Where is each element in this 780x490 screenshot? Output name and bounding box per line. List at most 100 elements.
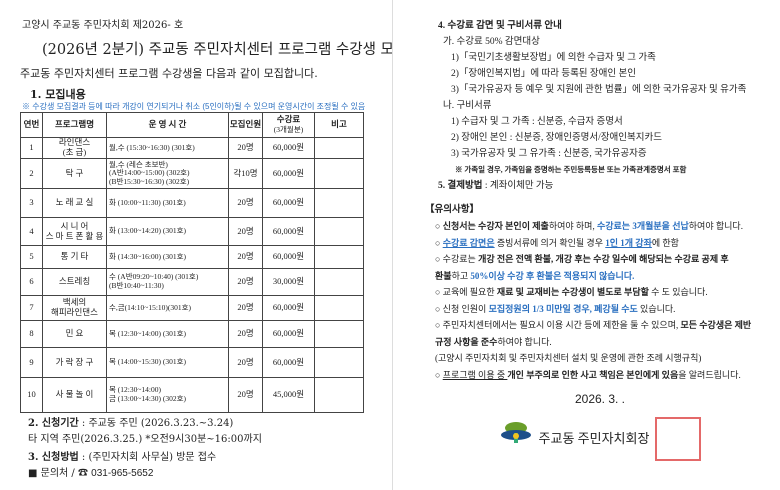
discount-item: 2)「장애인복지법」에 따라 등록된 장애인 본인	[451, 69, 636, 79]
section-1-heading: 1. 모집내용	[30, 88, 86, 101]
application-period: 2. 신청기간 : 주교동 주민 (2026.3.23.~3.24)	[28, 416, 370, 432]
schedule: 화 (10:00~11:30) (301호)	[106, 188, 229, 218]
documents-note: ※ 가족일 경우, 가족임을 증명하는 주민등록등본 또는 가족관계증명서 포함	[455, 165, 687, 174]
page-title: (2026년 2분기) 주교동 주민자치센터 프로그램 수강생 모집	[42, 42, 408, 58]
notice-segment: (고양시 주민자치회 및 주민자치센터 설치 및 운영에 관한 조례 시행규칙)	[435, 353, 702, 363]
notice-segment: ○ 수강료는	[435, 254, 479, 264]
program-name: 가 락 장 구	[42, 347, 107, 378]
notice-item: ○ 수강료는 개강 전은 전액 환불, 개강 후는 수강 일수에 해당되는 수강…	[425, 251, 775, 268]
fee: 60,000원	[262, 295, 315, 321]
capacity: 20명	[228, 295, 263, 321]
remarks	[314, 217, 364, 246]
notice-segment: ○ 신청 인원이	[435, 303, 489, 314]
header-capacity: 모집인원	[228, 112, 263, 138]
section-5-value: : 계좌이체만 가능	[482, 181, 554, 191]
schedule: 수,금(14:10~15:10)(301호)	[106, 295, 229, 321]
document-item: 1) 수급자 및 그 가족 : 신분증, 수급자 증명서	[451, 117, 623, 127]
notice-item: 규정 사항을 준수하여야 합니다.	[425, 334, 775, 351]
notice-segment: ○ 주민자치센터에서는 필요시 이용 시간 등에 제한을 둘 수 있으며,	[435, 320, 681, 330]
capacity: 20명	[228, 245, 263, 269]
official-seal-icon	[655, 417, 702, 461]
schedule: 월,수 (레슨 초보반) (A반14:00~15:00) (302호) (B반1…	[106, 158, 229, 189]
section-3-label: 3. 신청방법	[28, 452, 79, 463]
notice-segment: ○	[435, 369, 443, 380]
program-name: 스트레칭	[42, 268, 107, 296]
row-number: 1	[20, 137, 43, 159]
signature-block: 주교동 주민자치회장	[425, 417, 775, 461]
capacity: 20명	[228, 320, 263, 348]
capacity: 20명	[228, 188, 263, 218]
notice-segment: 을 알려드립니다.	[678, 369, 741, 380]
remarks	[314, 268, 364, 296]
notice-item: ○ 수강료 감면은 증빙서류에 의거 확인될 경우 1인 1개 강좌에 한함	[425, 235, 775, 252]
program-name: 탁 구	[42, 158, 107, 189]
notice-segment: 하고	[451, 270, 471, 281]
row-number: 6	[20, 268, 43, 296]
fee: 60,000원	[262, 217, 315, 246]
notice-segment: 50%이상 수강 후 환불은 적용되지 않습니다.	[470, 270, 635, 281]
remarks	[314, 158, 364, 189]
program-name: 노 래 교 실	[42, 188, 107, 218]
capacity: 20명	[228, 377, 263, 413]
document-date: 2026. 3. .	[574, 392, 626, 406]
remarks	[314, 377, 364, 413]
notice-segment: ○ 교육에 필요한	[435, 287, 497, 297]
discount-item: 1)「국민기초생활보장법」에 의한 수급자 및 그 가족	[451, 53, 656, 63]
discount-item: 3)「국가유공자 등 예우 및 지원에 관한 법률」에 의한 국가유공자 및 유…	[451, 85, 747, 95]
row-number: 7	[20, 295, 43, 321]
notice-segment: 수강료는 3개월분을 선납	[596, 221, 689, 231]
notice-segment: 규정 사항을 준수	[435, 336, 498, 347]
notice-segment: 수강료 감면은	[442, 237, 495, 248]
table-row: 1 라인댄스 (초 급) 월,수 (15:30~16:30) (301호) 20명 60…	[20, 137, 364, 159]
section-4-heading: 4. 수강료 감면 및 구비서류 안내	[438, 21, 562, 31]
notice-segment: 개강 전은 전액 환불, 개강 후는 수강 일수에 해당되는 수강료 공제 후	[478, 254, 729, 264]
notice-segment: 개인 부주의로 인한 사고 책임은 본인에게 있음	[507, 369, 679, 380]
fee: 60,000원	[262, 158, 315, 189]
notice-segment: 모든 수강생은 제반	[680, 320, 752, 330]
capacity: 20명	[228, 268, 263, 296]
notice-item: ○ 신청 인원이 모집정원의 1/3 미만일 경우, 폐강될 수도 있습니다.	[425, 301, 775, 318]
program-name: 민 요	[42, 320, 107, 348]
notice-segment: 있습니다.	[637, 303, 676, 314]
header-fee: 수강료 (3개월분)	[262, 112, 315, 138]
left-content: 연번 프로그램명 운 영 시 간 모집인원 수강료 (3개월분) 비고 1 라인댄스…	[20, 112, 370, 482]
notice-item: ○ 주민자치센터에서는 필요시 이용 시간 등에 제한을 둘 수 있으며, 모든…	[425, 317, 775, 334]
table-row: 7 백세의 해피라인댄스 수,금(14:10~15:10)(301호) 20명 60,0…	[20, 295, 364, 321]
schedule: 목 (12:30~14:00) 금 (13:00~14:30) (302호)	[106, 377, 229, 413]
fee: 30,000원	[262, 268, 315, 296]
row-number: 3	[20, 188, 43, 218]
organization-name: 주교동 주민자치회장	[538, 431, 650, 446]
notice-segment: 모집정원의 1/3 미만일 경우, 폐강될 수도	[488, 303, 638, 314]
notice-item: ○ 교육에 필요한 재료 및 교재비는 수강생이 별도로 부담할 수 도 있습니…	[425, 284, 775, 301]
fee: 60,000원	[262, 137, 315, 159]
contact-phone: 031-965-5652	[91, 468, 154, 479]
program-name: 시 니 어 스 마 트 폰 활 용	[42, 217, 107, 246]
schedule: 수 (A반09:20~10:40) (301호) (B반10:40~11:30)	[106, 268, 229, 296]
contact: ■ 문의처 / ☎ 031-965-5652	[28, 466, 370, 482]
notice-heading: 【유의사항】	[425, 205, 479, 215]
payment-method: 5. 결제방법 : 계좌이체만 가능	[425, 178, 775, 194]
schedule: 월,수 (15:30~16:30) (301호)	[106, 137, 229, 159]
program-name: 사 물 놀 이	[42, 377, 107, 413]
capacity: 20명	[228, 347, 263, 378]
capacity: 각10명	[228, 158, 263, 189]
schedule: 목 (14:00~15:30) (301호)	[106, 347, 229, 378]
remarks	[314, 347, 364, 378]
notice-segment: 증빙서류에 의거 확인될 경우	[494, 237, 606, 248]
notice-segment: ○	[435, 237, 443, 248]
notice-segment: 재료 및 교재비는 수강생이 별도로 부담할	[496, 287, 649, 297]
row-number: 2	[20, 158, 43, 189]
capacity: 20명	[228, 217, 263, 246]
row-number: 4	[20, 217, 43, 246]
document-item: 2) 장애인 본인 : 신분증, 장애인증명서/장애인복지카드	[451, 133, 662, 143]
remarks	[314, 295, 364, 321]
row-number: 5	[20, 245, 43, 269]
program-name: 통 기 타	[42, 245, 107, 269]
row-number: 8	[20, 320, 43, 348]
program-name: 백세의 해피라인댄스	[42, 295, 107, 321]
council-logo	[500, 422, 531, 443]
